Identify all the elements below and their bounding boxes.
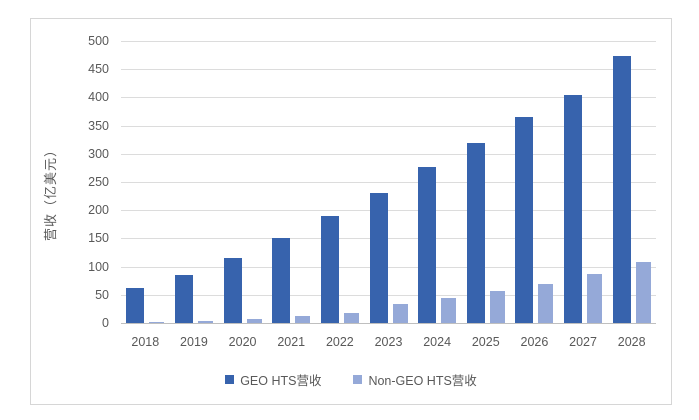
x-tick-label: 2024	[423, 335, 452, 349]
legend-item-non-geo: Non-GEO HTS营收	[353, 370, 477, 389]
legend: GEO HTS营收 Non-GEO HTS营收	[31, 369, 671, 389]
bar-non-geo-2023	[392, 304, 408, 323]
bar-geo-2018	[126, 288, 145, 323]
y-tick-label: 50	[95, 287, 109, 302]
x-tick-label: 2022	[325, 335, 354, 349]
x-tick-label: 2026	[520, 335, 549, 349]
y-tick-label: 100	[88, 259, 109, 274]
gridline	[121, 153, 656, 155]
y-tick-label: 200	[88, 203, 109, 218]
bar-non-geo-2020	[246, 319, 262, 323]
x-tick-label: 2023	[374, 335, 403, 349]
bar-non-geo-2025	[489, 290, 505, 323]
gridline	[121, 125, 656, 127]
y-tick-label: 250	[88, 175, 109, 189]
x-tick-label: 2021	[277, 335, 306, 349]
x-axis-line	[121, 323, 656, 324]
gridline	[121, 97, 656, 99]
y-tick-label: 400	[88, 90, 109, 105]
y-tick-label: 150	[88, 231, 109, 246]
bar-geo-2021	[272, 238, 291, 323]
x-tick-label: 2018	[131, 335, 160, 349]
x-tick-label: 2025	[471, 335, 500, 349]
y-tick-label: 0	[102, 316, 109, 330]
bar-geo-2028	[612, 56, 631, 323]
legend-label: GEO HTS营收	[240, 373, 322, 388]
y-axis-title: 营收（亿美元）	[42, 142, 58, 241]
gridline	[121, 69, 656, 71]
legend-item-geo: GEO HTS营收	[225, 370, 321, 389]
legend-label: Non-GEO HTS营收	[368, 373, 477, 388]
bar-geo-2024	[418, 166, 437, 323]
bar-non-geo-2022	[343, 312, 359, 323]
gridline	[121, 294, 656, 296]
y-tick-label: 500	[88, 34, 109, 48]
bar-geo-2025	[466, 142, 485, 323]
bar-geo-2026	[515, 117, 534, 323]
gridline	[121, 238, 656, 240]
chart-frame: 营收（亿美元） 0 50 100 150 200 250 300 350 400 450 500 2…	[30, 18, 672, 405]
bar-geo-2027	[564, 94, 583, 323]
gridline	[121, 210, 656, 212]
bar-geo-2022	[320, 216, 339, 323]
x-tick-label: 2028	[617, 335, 646, 349]
bar-non-geo-2021	[295, 316, 311, 323]
gridline	[121, 266, 656, 268]
y-tick-label: 350	[88, 118, 109, 133]
bar-geo-2023	[369, 192, 388, 323]
x-tick-label: 2020	[228, 335, 257, 349]
gridline	[121, 41, 656, 42]
x-tick-label: 2027	[569, 335, 597, 349]
bar-geo-2019	[174, 275, 193, 323]
y-tick-label: 450	[88, 62, 109, 77]
y-tick-label: 300	[88, 146, 109, 161]
bar-geo-2020	[223, 258, 242, 323]
gridline	[121, 182, 656, 183]
bar-non-geo-2019	[197, 321, 213, 323]
legend-swatch-icon	[225, 374, 235, 384]
x-tick-label: 2019	[180, 335, 208, 349]
bar-non-geo-2026	[538, 283, 554, 323]
bar-non-geo-2018	[149, 321, 165, 323]
bar-non-geo-2024	[441, 297, 457, 323]
bar-non-geo-2028	[635, 261, 651, 323]
legend-swatch-icon	[353, 374, 363, 384]
bar-non-geo-2027	[587, 274, 603, 323]
